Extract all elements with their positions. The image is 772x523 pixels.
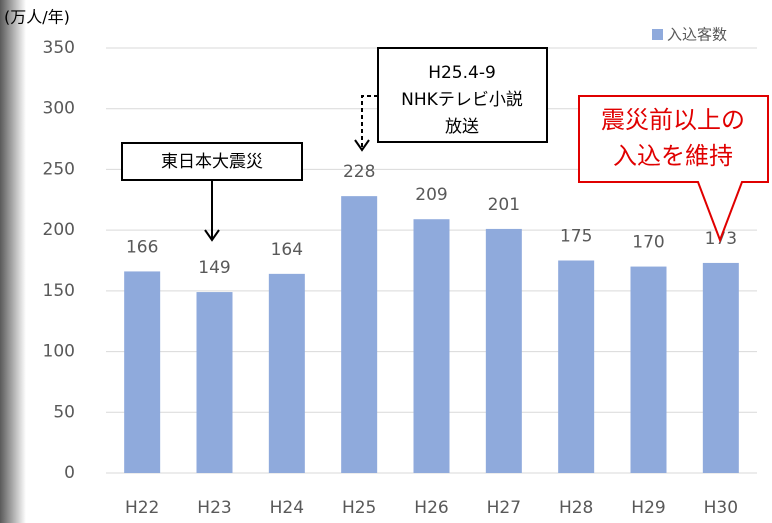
bar	[269, 274, 305, 473]
annotation-text: H25.4-9	[428, 63, 496, 83]
value-label: 170	[632, 233, 664, 253]
bar	[124, 271, 160, 473]
value-label: 228	[343, 162, 375, 182]
value-label: 166	[126, 237, 158, 257]
x-tick-label: H29	[631, 498, 665, 518]
annotation-callout: 震災前以上の 入込を維持	[579, 96, 768, 240]
arrow	[362, 96, 378, 148]
annotation-text: 震災前以上の	[601, 106, 745, 134]
bar	[703, 263, 739, 473]
y-tick-label: 50	[53, 402, 75, 422]
x-tick-label: H30	[704, 498, 738, 518]
bar	[631, 267, 667, 473]
x-tick-label: H28	[559, 498, 593, 518]
y-tick-label: 300	[43, 99, 75, 119]
x-tick-label: H26	[414, 498, 448, 518]
y-tick-label: 350	[43, 38, 75, 58]
y-tick-label: 0	[64, 463, 75, 483]
bar	[558, 261, 594, 474]
value-label: 209	[415, 185, 447, 205]
legend-swatch	[652, 29, 663, 40]
bar	[414, 219, 450, 473]
value-label: 201	[488, 195, 520, 215]
value-label: 149	[198, 258, 230, 278]
value-label: 164	[271, 240, 303, 260]
x-tick-label: H24	[270, 498, 304, 518]
chart: (万人/年) 0 50 100 150 200 250 300 350 H22 H23 H24 H25…	[0, 0, 772, 523]
annotation-text: 入込を維持	[613, 142, 733, 170]
y-axis-label: (万人/年)	[4, 8, 70, 27]
y-tick-label: 200	[43, 220, 75, 240]
annotation-text: NHKテレビ小説	[401, 90, 523, 110]
annotation-nhk: H25.4-9 NHKテレビ小説 放送	[355, 48, 547, 150]
annotation-text: 放送	[445, 117, 479, 137]
annotation-quake: 東日本大震災	[122, 143, 302, 240]
bar	[486, 229, 522, 473]
legend-label: 入込客数	[667, 26, 727, 44]
y-tick-label: 250	[43, 159, 75, 179]
annotation-text: 東日本大震災	[161, 152, 263, 172]
y-tick-label: 150	[43, 281, 75, 301]
bar	[341, 196, 377, 473]
x-tick-label: H27	[487, 498, 521, 518]
x-tick-label: H25	[342, 498, 376, 518]
x-tick-label: H22	[125, 498, 159, 518]
y-tick-label: 100	[43, 342, 75, 362]
bar	[197, 292, 233, 473]
background-photo-strip	[0, 0, 26, 523]
value-label: 175	[560, 227, 592, 247]
x-tick-label: H23	[197, 498, 231, 518]
